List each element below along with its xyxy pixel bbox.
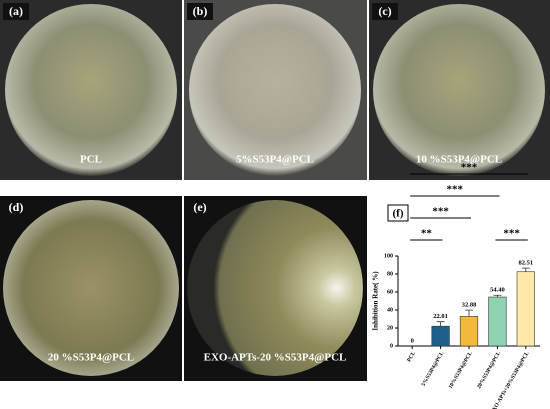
- panel-label: (b): [193, 4, 208, 18]
- bar: [459, 316, 479, 347]
- value-label: 0: [411, 337, 414, 344]
- panel-label-bg: [187, 199, 213, 216]
- y-tick-label: 100: [384, 253, 393, 259]
- significance-label: ***: [447, 184, 464, 196]
- x-tick-label: 5%S53P4@PCL: [421, 350, 446, 387]
- x-tick-label: 20%S53P4@PCL: [476, 350, 502, 389]
- y-axis-label: Inhibition Rate( %): [372, 271, 380, 331]
- x-tick-label: PCL: [406, 350, 417, 363]
- value-label: 82.51: [518, 260, 533, 267]
- error-bar: [493, 294, 502, 298]
- bar: [488, 296, 507, 347]
- significance-label: ***: [461, 162, 478, 174]
- panel-label: (f): [393, 208, 404, 220]
- y-tick-label: 80: [387, 271, 393, 277]
- panel-caption: PCL: [80, 154, 102, 166]
- bar: [516, 271, 535, 347]
- photo-a: [0, 0, 182, 180]
- y-tick-label: 60: [387, 289, 393, 295]
- panel-label: (c): [378, 4, 391, 18]
- panel-caption: 10 %S53P4@PCL: [416, 154, 502, 166]
- panel-label-bg: [372, 3, 398, 20]
- photo-e: [184, 196, 367, 381]
- panel-caption: 20 %S53P4@PCL: [48, 352, 134, 364]
- value-label: 22.01: [433, 313, 448, 320]
- significance-label: **: [421, 228, 433, 240]
- y-tick-label: 20: [387, 325, 393, 331]
- y-tick-label: 0: [390, 343, 393, 349]
- error-bar: [521, 267, 530, 272]
- panel-label-bg: [187, 3, 213, 20]
- value-label: 32.88: [462, 302, 477, 309]
- error-bar: [436, 321, 445, 327]
- panel-caption: 5%S53P4@PCL: [236, 154, 314, 166]
- bar: [431, 325, 450, 347]
- y-tick-label: 40: [387, 307, 393, 313]
- x-tick-label: 10%S53P4@PCL: [448, 350, 474, 389]
- photo-d: [0, 196, 182, 381]
- panel-label: (d): [9, 200, 24, 214]
- significance-label: ***: [432, 206, 449, 218]
- photo-c: [369, 0, 550, 180]
- value-label: 54.40: [490, 287, 505, 294]
- photo-b: [184, 0, 367, 180]
- panel-label-bg: [3, 199, 29, 216]
- panel-label: (e): [193, 200, 206, 214]
- significance-label: ***: [503, 228, 520, 240]
- panel-label: (a): [9, 4, 23, 18]
- panel-label-bg: [3, 3, 29, 20]
- panel-caption: EXO-APTs-20 %S53P4@PCL: [204, 352, 347, 364]
- panel-label-box: [387, 204, 409, 222]
- error-bar: [465, 309, 473, 317]
